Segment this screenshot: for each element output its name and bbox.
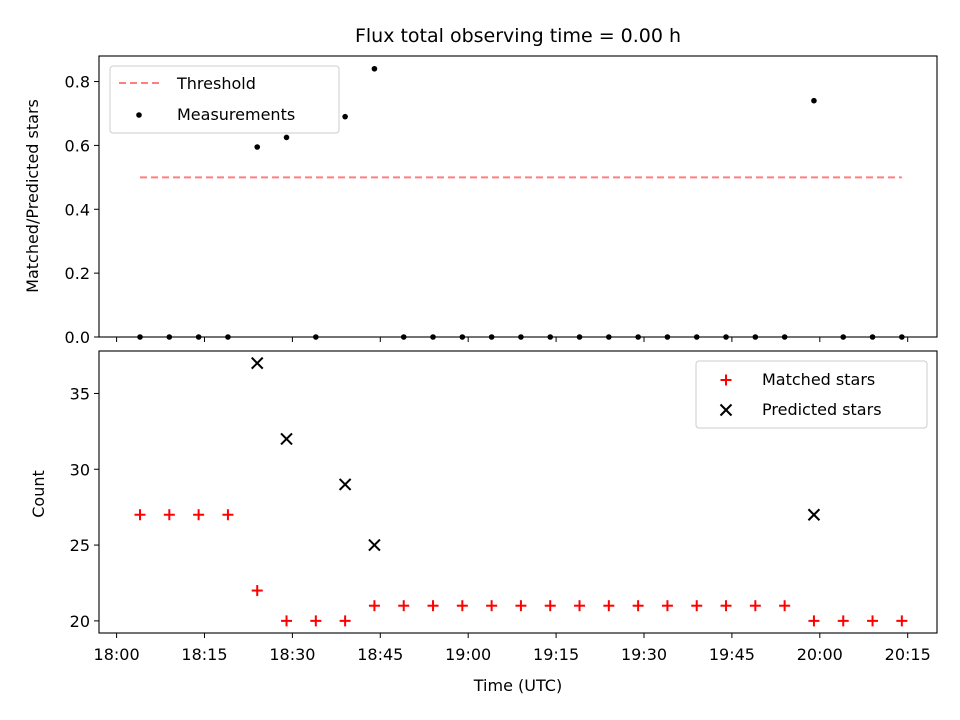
top-plot-frame (98, 55, 938, 338)
bottom-legend: Matched stars Predicted stars (695, 360, 928, 429)
matched-star-point (749, 600, 761, 612)
top-y-tick-label: 0.6 (65, 136, 90, 155)
matched-star-point (193, 509, 205, 521)
legend-matched-label: Matched stars (762, 370, 875, 389)
matched-star-point (544, 600, 556, 612)
predicted-star-point (368, 538, 381, 552)
matched-star-point (163, 509, 175, 521)
matched-star-point (427, 600, 439, 612)
top-y-tick-label: 0.4 (65, 200, 90, 219)
bottom-y-tick-label: 35 (70, 384, 90, 403)
x-tick-label: 19:45 (709, 645, 755, 664)
measurement-point (811, 97, 817, 104)
matched-star-point (281, 615, 293, 627)
top-y-tick-label: 0.2 (65, 264, 90, 283)
x-axis-label: Time (UTC) (473, 676, 562, 695)
matched-star-point (486, 600, 498, 612)
matched-star-point (867, 615, 879, 627)
x-tick-label: 19:15 (533, 645, 579, 664)
x-tick-label: 20:15 (885, 645, 931, 664)
matched-star-point (808, 615, 820, 627)
legend-measurements-swatch (136, 112, 142, 118)
measurement-point (254, 144, 261, 150)
bottom-y-tick-label: 30 (70, 460, 90, 479)
x-tick-label: 18:30 (269, 645, 315, 664)
bottom-plot: 20 25 30 35 18:00 18:15 18:30 18:45 19:00 19:15 19… (70, 350, 938, 664)
legend-predicted-label: Predicted stars (762, 400, 882, 419)
matched-star-point (896, 615, 908, 627)
measurement-point (371, 65, 378, 72)
measurement-point (342, 113, 348, 120)
matched-star-point (603, 600, 615, 612)
top-legend: Threshold Measurements (109, 65, 340, 134)
x-tick-label: 18:00 (94, 645, 140, 664)
matched-star-point (310, 615, 322, 627)
x-tick-label: 18:15 (181, 645, 227, 664)
matched-star-point (661, 600, 673, 612)
x-tick-label: 18:45 (357, 645, 403, 664)
predicted-star-point (338, 478, 352, 491)
matched-star-point (398, 600, 410, 612)
top-y-axis-label: Matched/Predicted stars (23, 99, 42, 293)
matched-star-point (574, 600, 586, 612)
matched-star-point (368, 600, 380, 612)
bottom-y-tick-label: 20 (70, 612, 90, 631)
matched-star-point (339, 615, 351, 627)
matched-star-point (632, 600, 644, 612)
matched-star-point (779, 600, 791, 612)
predicted-star-point (251, 356, 264, 370)
matched-star-point (837, 615, 849, 627)
top-y-tick-label: 0.8 (65, 73, 90, 92)
matched-star-point (691, 600, 703, 612)
matched-star-point (720, 600, 732, 612)
matched-star-point (222, 509, 234, 521)
legend-matched-swatch (720, 374, 732, 386)
matched-star-point (251, 585, 263, 597)
bottom-legend-box (695, 360, 928, 429)
top-y-tick-label: 0.0 (65, 328, 90, 347)
bottom-plot-frame (98, 350, 938, 634)
predicted-star-point (280, 432, 293, 446)
matched-star-point (456, 600, 468, 612)
bottom-y-axis-label: Count (29, 470, 48, 518)
chart-title: Flux total observing time = 0.00 h (355, 25, 681, 47)
predicted-star-point (807, 508, 821, 521)
top-legend-box (109, 65, 340, 134)
legend-threshold-label: Threshold (176, 74, 256, 93)
x-tick-label: 20:00 (797, 645, 843, 664)
matched-star-point (134, 509, 146, 521)
measurement-point (283, 134, 290, 141)
x-tick-label: 19:30 (621, 645, 667, 664)
legend-measurements-label: Measurements (177, 105, 295, 124)
legend-predicted-swatch (719, 403, 733, 417)
bottom-y-tick-label: 25 (70, 536, 90, 555)
matched-star-point (515, 600, 527, 612)
top-plot: 0.0 0.2 0.4 0.6 0.8 Threshold Measurements (65, 55, 938, 347)
x-tick-label: 19:00 (445, 645, 491, 664)
